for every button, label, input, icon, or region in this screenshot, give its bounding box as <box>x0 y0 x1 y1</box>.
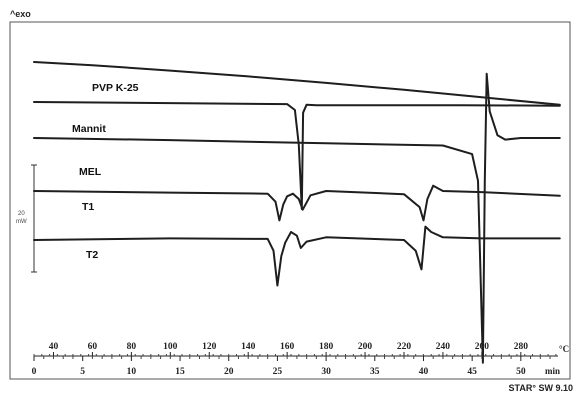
curve-t1 <box>33 184 561 222</box>
temperature-tick-label: 220 <box>397 342 412 352</box>
time-tick-label: 30 <box>321 367 331 377</box>
temperature-tick-label: 160 <box>280 342 295 352</box>
temperature-tick-label: 40 <box>49 342 59 352</box>
time-tick-label: 40 <box>419 367 429 377</box>
temperature-tick-label: 240 <box>436 342 451 352</box>
label-t2: T2 <box>86 249 98 261</box>
time-tick-label: 5 <box>80 367 85 377</box>
time-tick-label: 10 <box>127 367 137 377</box>
label-mannit: Mannit <box>72 123 106 135</box>
time-tick-label: 25 <box>273 367 283 377</box>
plot-frame <box>9 21 571 380</box>
temperature-tick-label: 200 <box>358 342 373 352</box>
label-mel: MEL <box>79 166 102 178</box>
software-label: STAR° SW 9.10 <box>509 383 573 393</box>
time-tick-label: 0 <box>32 367 37 377</box>
exo-label: ^exo <box>10 9 31 19</box>
time-tick-label: 20 <box>224 367 234 377</box>
time-tick-label: 45 <box>467 367 477 377</box>
scale-bar-unit: mW <box>16 219 27 225</box>
curve-mannit <box>33 101 561 210</box>
time-tick-group: 0 5 10 15 20 25 30 35 40 45 50 <box>32 356 551 377</box>
temperature-tick-label: 100 <box>163 342 178 352</box>
temperature-unit: °C <box>559 344 569 354</box>
temperature-tick-label: 260 <box>475 342 490 352</box>
temperature-tick-group: 40 60 80 100 120 140 160 180 200 220 240 260 280 <box>33 342 557 356</box>
time-tick-label: 50 <box>516 367 526 377</box>
curve-t2 <box>33 225 561 287</box>
temperature-tick-label: 180 <box>319 342 334 352</box>
time-tick-label: 15 <box>175 367 185 377</box>
time-unit: min <box>545 366 560 376</box>
label-t1: T1 <box>82 201 94 213</box>
curve-mel <box>33 72 561 364</box>
curve-pvp-k25 <box>33 61 561 106</box>
time-tick-label: 35 <box>370 367 380 377</box>
temperature-tick-label: 60 <box>88 342 98 352</box>
temperature-tick-label: 120 <box>202 342 217 352</box>
temperature-tick-label: 280 <box>514 342 529 352</box>
label-pvp-k25: PVP K-25 <box>92 82 139 94</box>
temperature-tick-label: 140 <box>241 342 256 352</box>
scale-bar-value: 20 <box>18 211 25 217</box>
temperature-tick-label: 80 <box>127 342 137 352</box>
